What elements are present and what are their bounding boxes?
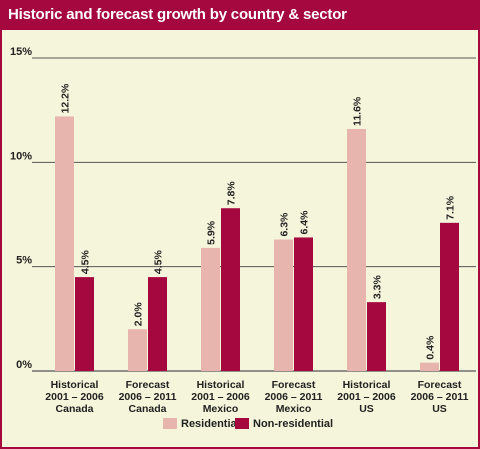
- chart-title: Historic and forecast growth by country …: [8, 6, 347, 23]
- bar-residential-5: [420, 362, 439, 371]
- bar-non-residential-4: [367, 302, 386, 371]
- y-tick-label: 0%: [16, 359, 32, 371]
- category-label: 2001 – 2006: [337, 391, 396, 403]
- data-label: 6.4%: [299, 210, 311, 235]
- legend-label-residential: Residential: [181, 418, 240, 430]
- bar-non-residential-3: [294, 237, 313, 371]
- category-label: 2006 – 2011: [119, 391, 177, 403]
- data-label: 7.8%: [226, 181, 238, 206]
- legend-label-non-residential: Non-residential: [253, 418, 333, 430]
- data-label: 4.5%: [80, 250, 92, 275]
- bar-non-residential-1: [148, 277, 167, 371]
- category-label: Historical: [343, 379, 391, 391]
- category-label: Forecast: [126, 379, 170, 391]
- data-label: 0.4%: [425, 335, 437, 360]
- category-label: 2001 – 2006: [45, 391, 104, 403]
- category-label: 2001 – 2006: [191, 391, 250, 403]
- legend-swatch-residential: [163, 418, 177, 429]
- y-tick-label: 10%: [10, 150, 32, 162]
- category-label: US: [432, 403, 447, 415]
- category-label: Canada: [56, 403, 94, 415]
- category-label: Historical: [51, 379, 99, 391]
- bar-residential-3: [274, 239, 293, 371]
- y-tick-label: 5%: [16, 255, 32, 267]
- category-label: US: [359, 403, 374, 415]
- category-label: Mexico: [203, 403, 239, 415]
- bar-residential-0: [55, 116, 74, 371]
- data-label: 5.9%: [206, 220, 218, 245]
- bar-residential-1: [128, 329, 147, 371]
- title-bar: Historic and forecast growth by country …: [2, 2, 478, 30]
- legend-swatch-non-residential: [235, 418, 249, 429]
- category-label: Forecast: [272, 379, 316, 391]
- data-label: 3.3%: [372, 275, 384, 300]
- bar-non-residential-5: [440, 222, 459, 371]
- category-label: Forecast: [418, 379, 462, 391]
- bar-non-residential-2: [221, 208, 240, 371]
- bar-non-residential-0: [75, 277, 94, 371]
- data-label: 4.5%: [153, 250, 165, 275]
- y-tick-label: 15%: [10, 46, 32, 58]
- data-label: 7.1%: [445, 195, 457, 220]
- category-label: 2006 – 2011: [411, 391, 469, 403]
- data-label: 12.2%: [60, 83, 72, 113]
- data-label: 6.3%: [279, 212, 291, 237]
- bar-residential-2: [201, 247, 220, 371]
- category-label: Canada: [129, 403, 167, 415]
- data-label: 11.6%: [352, 96, 364, 126]
- category-label: 2006 – 2011: [265, 391, 323, 403]
- category-label: Mexico: [276, 403, 312, 415]
- data-label: 2.0%: [133, 302, 145, 327]
- bar-residential-4: [347, 128, 366, 371]
- category-label: Historical: [197, 379, 245, 391]
